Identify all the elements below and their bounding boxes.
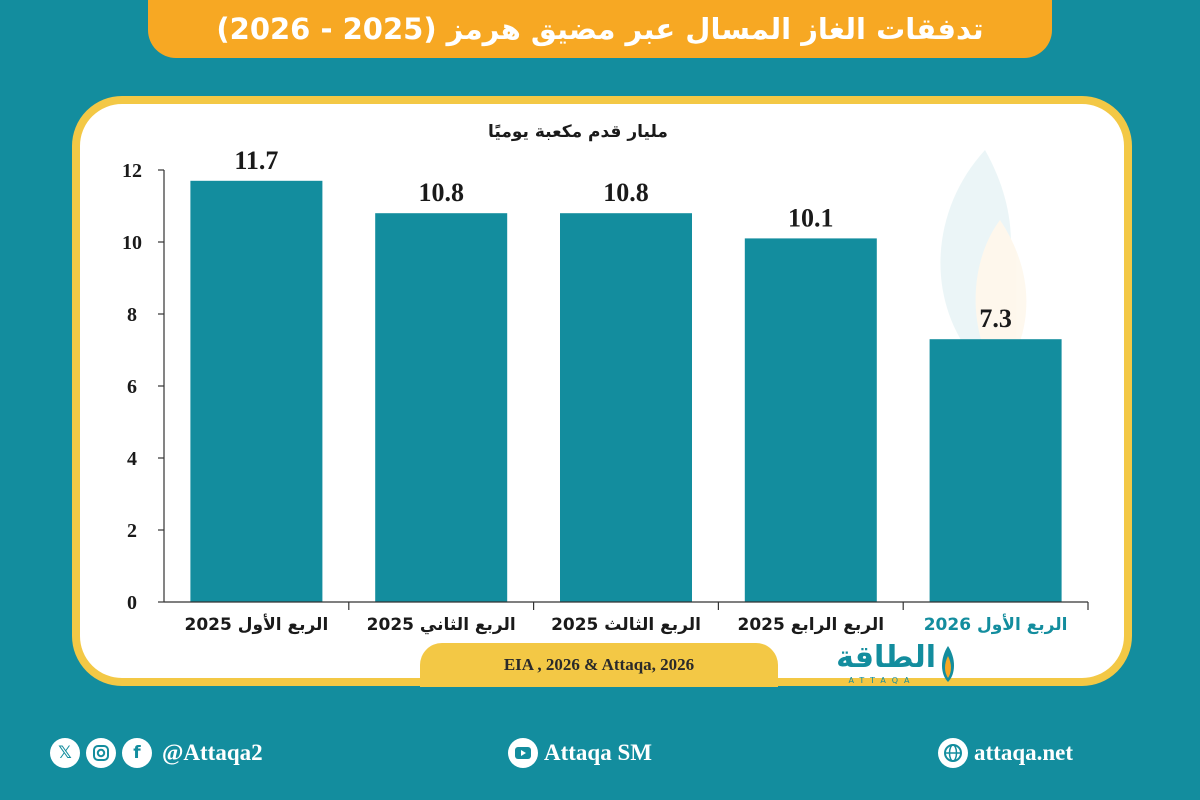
y-tick-label: 4 <box>127 448 137 470</box>
youtube-channel[interactable]: Attaqa SM <box>544 740 652 765</box>
x-category-label: الربع الثالث 2025 <box>551 615 701 635</box>
page-title: تدفقات الغاز المسال عبر مضيق هرمز (2025 … <box>216 12 984 46</box>
bar-value-label: 10.8 <box>603 178 649 207</box>
y-tick-label: 8 <box>127 304 137 326</box>
youtube-link: Attaqa SM <box>508 733 652 773</box>
y-tick-label: 2 <box>127 520 137 542</box>
x-axis: الربع الأول 2025 الربع الثاني 2025 الربع ا… <box>164 601 1089 635</box>
x-category-label: الربع الأول 2026 <box>924 614 1068 635</box>
y-tick-label: 6 <box>127 376 137 398</box>
x-category-label: الربع الرابع 2025 <box>738 615 885 635</box>
bar <box>375 213 508 602</box>
x-category-label: الربع الثاني 2025 <box>367 615 516 635</box>
y-axis-label: مليار قدم مكعبة يوميًا <box>488 122 668 142</box>
bar-value-label: 10.1 <box>788 203 834 232</box>
source-note: EIA , 2026 & Attaqa, 2026 <box>420 643 778 687</box>
bar-value-label: 11.7 <box>234 146 278 175</box>
x-icon[interactable]: 𝕏 <box>50 738 80 768</box>
globe-icon[interactable] <box>938 738 968 768</box>
flame-drop-icon <box>942 646 954 682</box>
logo-subtitle: ATTAQA <box>848 676 916 685</box>
bar <box>190 180 323 603</box>
logo-text: الطاقة <box>836 640 936 675</box>
social-handle[interactable]: @Attaqa2 <box>162 740 263 765</box>
attaqa-logo: الطاقة ATTAQA <box>826 640 960 688</box>
y-tick-label: 10 <box>122 232 142 254</box>
bar <box>929 339 1062 602</box>
y-axis: 0 2 4 6 8 10 12 <box>122 160 165 614</box>
instagram-icon[interactable] <box>86 738 116 768</box>
source-text: EIA , 2026 & Attaqa, 2026 <box>503 655 695 674</box>
bars: 11.7 10.8 10.8 10.1 7.3 <box>190 146 1062 603</box>
youtube-icon[interactable] <box>508 738 538 768</box>
social-links: 𝕏 f @Attaqa2 <box>50 733 263 773</box>
bar-value-label: 10.8 <box>418 178 464 207</box>
website-url[interactable]: attaqa.net <box>974 740 1074 765</box>
bar-value-label: 7.3 <box>979 304 1012 333</box>
bar <box>744 238 877 602</box>
website-link: attaqa.net <box>938 733 1073 773</box>
facebook-icon[interactable]: f <box>122 738 152 768</box>
page-title-banner: تدفقات الغاز المسال عبر مضيق هرمز (2025 … <box>148 0 1052 58</box>
x-category-label: الربع الأول 2025 <box>185 614 329 635</box>
y-tick-label: 12 <box>122 160 142 182</box>
y-tick-label: 0 <box>127 592 137 614</box>
bar <box>560 213 692 602</box>
